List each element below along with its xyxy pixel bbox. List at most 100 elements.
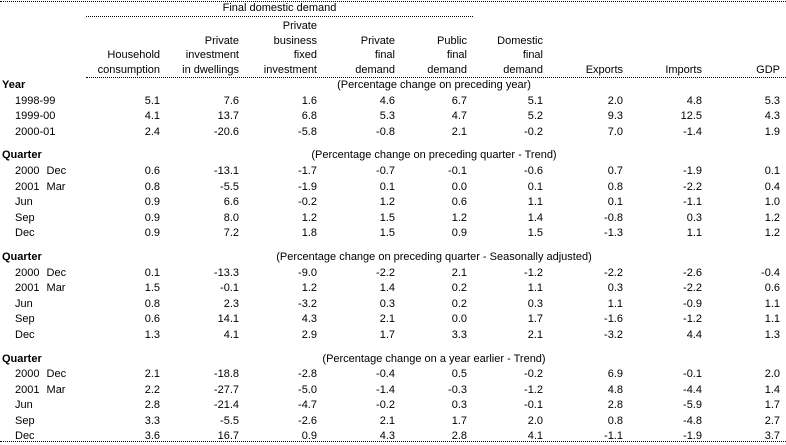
value-cell: 1.1 xyxy=(686,227,702,240)
header-rule xyxy=(86,77,786,78)
value-cell: 2.2 xyxy=(144,383,160,396)
value-cell: 0.6 xyxy=(764,282,780,295)
value-cell: -0.2 xyxy=(524,125,543,138)
value-cell: 2.1 xyxy=(451,266,467,279)
row-label: 1999-00 xyxy=(15,110,56,123)
value-cell: 1.5 xyxy=(144,282,160,295)
spanner-rule xyxy=(86,16,473,17)
value-cell: -1.7 xyxy=(298,164,317,177)
row-label: Sep xyxy=(15,414,35,427)
value-cell: -18.8 xyxy=(213,368,239,381)
column-header-line: demand xyxy=(503,63,543,76)
value-cell: 1.7 xyxy=(379,328,395,341)
column-header-line: Imports xyxy=(665,63,702,76)
value-cell: 4.1 xyxy=(144,110,160,123)
value-cell: 0.4 xyxy=(764,180,780,193)
row-label: 2000 Dec xyxy=(15,266,67,279)
section-header-row: Year (Percentage change on preceding year… xyxy=(0,78,780,94)
value-cell: 0.3 xyxy=(527,297,543,310)
row-label: Jun xyxy=(15,297,33,310)
table-row: 2001 Mar 2.2 -27.7 -5.0 -1.4 -0.3 -1.2 4.8 -4.4 1… xyxy=(0,383,780,399)
value-cell: 0.6 xyxy=(144,164,160,177)
value-cell: 2.1 xyxy=(144,368,160,381)
value-cell: 0.8 xyxy=(607,180,623,193)
row-label: Jun xyxy=(15,196,33,209)
column-header-line: consumption xyxy=(97,63,160,76)
value-cell: 5.1 xyxy=(144,94,160,107)
value-cell: -1.6 xyxy=(604,313,623,326)
row-label: Jun xyxy=(15,399,33,412)
value-cell: 1.1 xyxy=(527,196,543,209)
value-cell: 4.6 xyxy=(379,94,395,107)
column-header-line: Household xyxy=(107,49,160,61)
value-cell: -1.4 xyxy=(683,125,702,138)
value-cell: 4.7 xyxy=(451,110,467,123)
value-cell: 1.1 xyxy=(764,313,780,326)
value-cell: 1.2 xyxy=(764,227,780,240)
value-cell: 16.7 xyxy=(217,430,239,443)
row-label: 1998-99 xyxy=(15,94,56,107)
value-cell: 0.8 xyxy=(144,180,160,193)
column-header-line: in dwellings xyxy=(182,63,239,76)
value-cell: 2.8 xyxy=(451,430,467,443)
value-cell: 6.9 xyxy=(607,368,623,381)
value-cell: -1.1 xyxy=(604,430,623,443)
value-cell: 1.1 xyxy=(607,297,623,310)
value-cell: -0.1 xyxy=(448,164,467,177)
value-cell: 3.6 xyxy=(144,430,160,443)
value-cell: 6.6 xyxy=(223,196,239,209)
value-cell: 1.4 xyxy=(379,282,395,295)
value-cell: -2.8 xyxy=(298,368,317,381)
value-cell: -2.6 xyxy=(298,414,317,427)
value-cell: 6.7 xyxy=(451,94,467,107)
table-row: 2000 Dec 0.6 -13.1 -1.7 -0.7 -0.1 -0.6 0.7 -1.9 0… xyxy=(0,164,780,180)
value-cell: 2.8 xyxy=(144,399,160,412)
section-caption: (Percentage change on a year earlier - T… xyxy=(322,352,546,365)
column-header-line: Private xyxy=(360,34,395,47)
value-cell: -2.2 xyxy=(683,282,702,295)
value-cell: -1.9 xyxy=(683,164,702,177)
value-cell: 2.9 xyxy=(301,328,317,341)
table-row: 2000-01 2.4 -20.6 -5.8 -0.8 2.1 -0.2 7.0 -1.4 1.9 xyxy=(0,125,780,141)
value-cell: 0.6 xyxy=(451,196,467,209)
value-cell: 0.1 xyxy=(144,266,160,279)
top-rule xyxy=(0,1,786,2)
column-header: Imports xyxy=(623,63,702,78)
value-cell: 1.2 xyxy=(301,211,317,224)
table-row: Dec 3.6 16.7 0.9 4.3 2.8 4.1 -1.1 -1.9 3.7 xyxy=(0,429,780,445)
table-section: Year (Percentage change on preceding year… xyxy=(0,78,780,140)
value-cell: 3.7 xyxy=(764,430,780,443)
value-cell: -5.9 xyxy=(683,399,702,412)
table-section: Quarter (Percentage change on preceding q… xyxy=(0,148,780,242)
value-cell: 7.0 xyxy=(607,125,623,138)
spanner-header: Final domestic demand xyxy=(86,2,473,14)
value-cell: 2.1 xyxy=(527,328,543,341)
value-cell: 4.1 xyxy=(527,430,543,443)
value-cell: -4.4 xyxy=(683,383,702,396)
value-cell: 0.8 xyxy=(607,414,623,427)
value-cell: -21.4 xyxy=(213,399,239,412)
value-cell: 0.8 xyxy=(144,297,160,310)
value-cell: -2.2 xyxy=(683,180,702,193)
value-cell: 1.2 xyxy=(301,282,317,295)
value-cell: -1.1 xyxy=(683,196,702,209)
column-header: Private final demand xyxy=(317,34,395,78)
value-cell: -0.1 xyxy=(683,368,702,381)
value-cell: 1.7 xyxy=(527,313,543,326)
section-caption: (Percentage change on preceding year) xyxy=(337,79,531,91)
section-header-row: Quarter (Percentage change on preceding q… xyxy=(0,148,780,164)
value-cell: 5.1 xyxy=(527,94,543,107)
value-cell: 1.0 xyxy=(764,196,780,209)
value-cell: 7.2 xyxy=(223,227,239,240)
value-cell: 2.8 xyxy=(607,399,623,412)
table-row: 1998-99 5.1 7.6 1.6 4.6 6.7 5.1 2.0 4.8 5.3 xyxy=(0,94,780,110)
value-cell: 1.1 xyxy=(527,282,543,295)
row-label: Dec xyxy=(15,328,35,341)
column-header: Private investment in dwellings xyxy=(160,34,239,78)
column-header: Exports xyxy=(543,63,623,78)
table-row: 1999-00 4.1 13.7 6.8 5.3 4.7 5.2 9.3 12.5 4.3 xyxy=(0,109,780,125)
column-header: Household consumption xyxy=(88,48,160,77)
value-cell: 4.1 xyxy=(223,328,239,341)
column-header-line: final xyxy=(522,49,543,61)
value-cell: -3.2 xyxy=(604,328,623,341)
